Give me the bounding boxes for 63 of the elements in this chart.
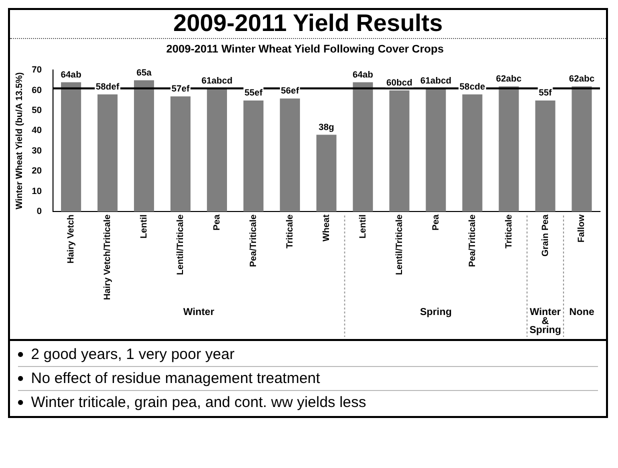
data-label: 65a [136, 67, 153, 78]
x-tick-label: Lentil/Triticale [394, 214, 404, 275]
chart-title: 2009-2011 Yield Results [10, 10, 606, 39]
chart-subtitle: 2009-2011 Winter Wheat Yield Following Cover Crops [166, 44, 444, 56]
text: Winter triticale, grain pea, and cont. ww yields less [31, 394, 366, 411]
bar [61, 82, 82, 212]
bar [134, 80, 154, 212]
x-tick-label: Pea [211, 213, 222, 230]
bar [280, 98, 300, 212]
text: Winter & Spring [529, 306, 562, 336]
bar [389, 90, 410, 212]
data-label: 64ab [60, 69, 82, 80]
x-tick-label: Pea/Triticale [466, 214, 477, 268]
data-label: 61abcd [420, 75, 452, 86]
data-label: 58cde [460, 81, 486, 92]
data-label: 62abc [496, 73, 522, 84]
data-label: 56ef [280, 85, 300, 96]
x-tick-label: Triticale [284, 214, 294, 248]
data-label: 55ef [244, 87, 264, 98]
x-tick-label: Lentil/Triticale [174, 214, 185, 275]
bar [243, 100, 264, 212]
text: 2 good years, 1 very poor year [31, 346, 234, 363]
bar [98, 94, 118, 212]
bar [572, 86, 592, 212]
data-label: 61abcd [201, 75, 232, 86]
bar [498, 86, 519, 212]
y-tick-label: 60 [32, 84, 42, 95]
data-label: 57ef [171, 83, 190, 94]
bar [170, 96, 191, 212]
x-tick-label: Grain Pea [540, 213, 550, 256]
x-tick-label: Hairy Vetch/Triticale [102, 214, 112, 300]
y-tick-label: 30 [32, 145, 42, 156]
data-label: 62abc [568, 73, 595, 84]
x-tick-label: Wheat [320, 214, 331, 242]
data-label: 60bcd [386, 77, 412, 88]
y-tick-label: 10 [32, 186, 42, 196]
y-tick-label: 0 [36, 206, 42, 216]
x-tick-label: Pea/Triticale [248, 214, 258, 268]
x-tick-label: Lentil [138, 214, 148, 238]
data-label: 58def [96, 81, 120, 92]
text: None [569, 306, 595, 318]
data-label: 64ab [352, 69, 374, 80]
y-tick-label: 40 [32, 125, 42, 136]
text: Winter [183, 306, 214, 318]
y-tick-label: 70 [32, 64, 42, 75]
bar [426, 88, 446, 212]
bar [535, 100, 556, 212]
y-axis-title: Winter Wheat Yield (bu/A 13.5%) [14, 72, 24, 210]
bar [462, 94, 482, 212]
data-label: 38g [318, 122, 334, 132]
data-label: 55f [538, 87, 553, 98]
y-tick-label: 50 [32, 105, 42, 116]
x-tick-label: Hairy Vetch [66, 214, 76, 264]
bar [352, 82, 373, 212]
y-tick-label: 20 [32, 166, 42, 176]
bar [316, 134, 336, 212]
text: No effect of residue management treatment [31, 370, 320, 387]
x-tick-label: Lentil [357, 214, 368, 238]
x-tick-label: Fallow [576, 213, 586, 242]
text: Spring [420, 306, 452, 318]
x-tick-label: Pea [430, 213, 440, 230]
x-tick-label: Triticale [503, 214, 514, 248]
bar [206, 88, 227, 212]
